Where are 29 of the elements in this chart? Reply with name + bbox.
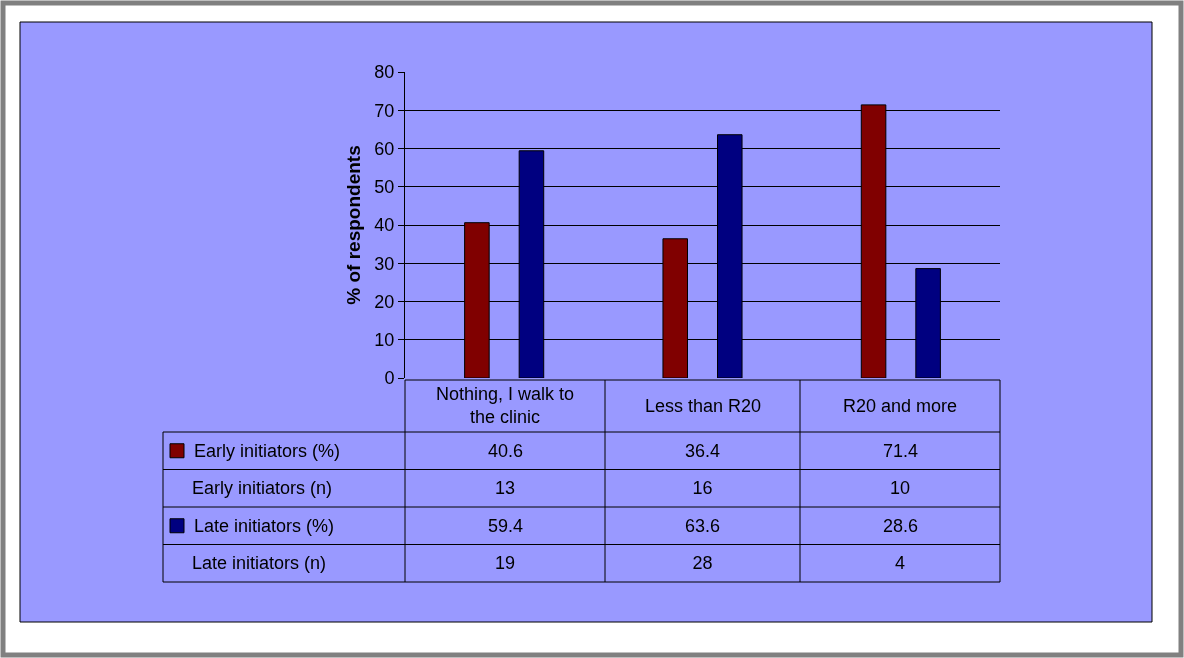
text: 10 xyxy=(890,478,911,499)
data-label: 59.4 xyxy=(488,516,524,536)
data-label: 63.6 xyxy=(685,516,721,536)
y-tick-label: 0 xyxy=(384,368,395,389)
data-label: 40.6 xyxy=(488,441,524,461)
text: 4 xyxy=(895,553,906,574)
y-tick-label: 30 xyxy=(374,253,395,274)
legend-label: Late initiators (%) xyxy=(194,516,335,536)
data-label: 71.4 xyxy=(883,441,919,461)
text: Late initiators (n) xyxy=(192,553,327,574)
x-tick-label: Nothing, I walk to the clinic xyxy=(436,384,575,428)
y-tick-label: 50 xyxy=(374,177,395,198)
x-tick-label: Less than R20 xyxy=(645,396,762,416)
text: 19 xyxy=(495,553,516,574)
text: Early initiators (n) xyxy=(192,478,333,499)
y-tick-label: 60 xyxy=(374,138,395,159)
legend-label: Early initiators (%) xyxy=(194,441,341,461)
text: 13 xyxy=(495,478,516,499)
text: 16 xyxy=(692,478,713,499)
y-tick-label: 70 xyxy=(374,100,395,121)
y-tick-label: 40 xyxy=(374,215,395,236)
y-axis-title: % of respondents xyxy=(343,145,365,305)
data-label: 36.4 xyxy=(685,441,721,461)
y-tick-label: 20 xyxy=(374,291,395,312)
data-label: 28.6 xyxy=(883,516,919,536)
x-tick-label: R20 and more xyxy=(843,396,958,416)
y-tick-label: 80 xyxy=(374,62,395,83)
y-tick-label: 10 xyxy=(374,330,395,351)
text: 28 xyxy=(692,553,713,574)
